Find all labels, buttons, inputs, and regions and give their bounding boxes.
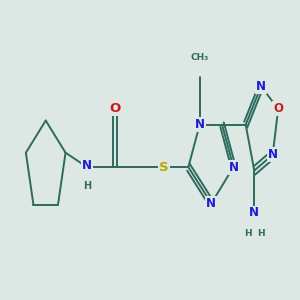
Text: N: N <box>256 80 266 93</box>
Text: O: O <box>273 102 283 116</box>
Text: S: S <box>159 160 169 174</box>
Text: N: N <box>229 160 239 174</box>
Text: H: H <box>257 229 265 238</box>
Text: O: O <box>109 102 120 116</box>
Text: H: H <box>244 229 251 238</box>
Text: CH₃: CH₃ <box>190 53 209 62</box>
Text: N: N <box>206 197 216 210</box>
Text: N: N <box>195 118 205 131</box>
Text: H: H <box>83 181 91 191</box>
Text: N: N <box>249 206 259 220</box>
Text: N: N <box>82 159 92 172</box>
Text: N: N <box>268 148 278 161</box>
